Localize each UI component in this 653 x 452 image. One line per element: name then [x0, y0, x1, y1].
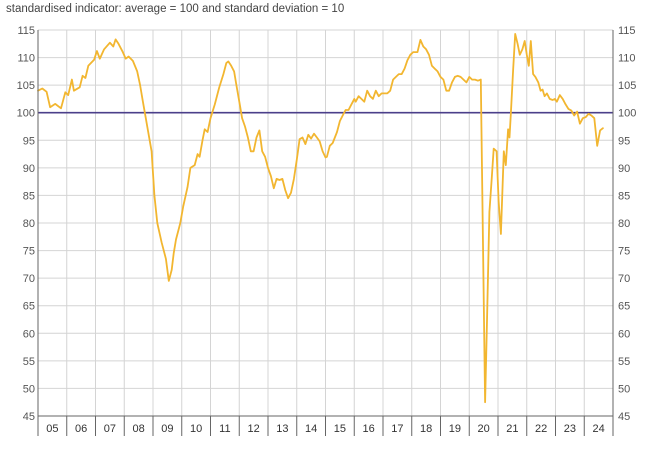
x-tick-label: 11: [219, 423, 230, 435]
y-tick-label-right: 110: [618, 53, 636, 65]
x-tick-label: 24: [593, 423, 605, 435]
chart-subtitle: standardised indicator: average = 100 an…: [6, 3, 345, 15]
x-tick-label: 09: [161, 423, 173, 435]
y-tick-label: 115: [17, 25, 35, 37]
x-tick-label: 19: [449, 423, 461, 435]
x-tick-label: 23: [564, 423, 576, 435]
y-tick-label-right: 45: [618, 411, 630, 423]
y-axis-left: 45 50 55 60 65 70 75 80 85 90 95 100 105 110 115: [17, 25, 35, 423]
y-tick-label: 90: [23, 163, 35, 175]
y-tick-label-right: 105: [618, 80, 636, 92]
y-tick-label-right: 60: [618, 328, 630, 340]
x-tick-label: 15: [334, 423, 346, 435]
x-tick-label: 06: [75, 423, 87, 435]
x-tick-label: 12: [248, 423, 260, 435]
series-line: [37, 33, 604, 404]
y-tick-label: 60: [23, 328, 35, 340]
y-tick-label-right: 90: [618, 163, 630, 175]
y-tick-label-right: 100: [618, 108, 636, 120]
y-tick-label: 80: [23, 218, 35, 230]
chart-grid: [37, 29, 614, 417]
x-tick-label: 07: [104, 423, 116, 435]
y-tick-label-right: 115: [618, 25, 636, 37]
series-group: [37, 33, 604, 404]
x-tick-label: 13: [276, 423, 288, 435]
y-tick-label-right: 65: [618, 301, 630, 313]
y-tick-label-right: 80: [618, 218, 630, 230]
y-axis-right: 45 50 55 60 65 70 75 80 85 90 95 100 105 110 115: [618, 25, 636, 423]
x-tick-label: 14: [305, 423, 317, 435]
x-tick-label: 16: [363, 423, 375, 435]
y-tick-label-right: 85: [618, 190, 630, 202]
y-tick-label: 100: [17, 108, 35, 120]
x-tick-label: 05: [46, 423, 58, 435]
y-tick-label: 70: [23, 273, 35, 285]
x-tick-label: 08: [133, 423, 145, 435]
y-tick-label: 95: [23, 135, 35, 147]
x-tick-label: 10: [190, 423, 202, 435]
x-tick-label: 17: [391, 423, 403, 435]
y-tick-label: 75: [23, 246, 35, 258]
y-tick-label: 85: [23, 190, 35, 202]
y-tick-label: 105: [17, 80, 35, 92]
y-tick-label: 110: [17, 53, 35, 65]
x-tick-label: 21: [506, 423, 518, 435]
x-axis: 05 06 07 08 09 10 11 12 13 14 15 16 17 18 19 20 21 22 23 24: [46, 423, 605, 435]
y-tick-label: 45: [23, 411, 35, 423]
x-tick-label: 22: [535, 423, 547, 435]
axes-group: [37, 30, 614, 436]
x-tick-label: 20: [478, 423, 490, 435]
y-tick-label-right: 55: [618, 356, 630, 368]
y-tick-label-right: 95: [618, 135, 630, 147]
y-tick-label: 50: [23, 383, 35, 395]
y-tick-label-right: 50: [618, 383, 630, 395]
x-tick-label: 18: [420, 423, 432, 435]
y-tick-label-right: 70: [618, 273, 630, 285]
y-tick-label: 55: [23, 356, 35, 368]
y-tick-label-right: 75: [618, 246, 630, 258]
y-tick-label: 65: [23, 301, 35, 313]
